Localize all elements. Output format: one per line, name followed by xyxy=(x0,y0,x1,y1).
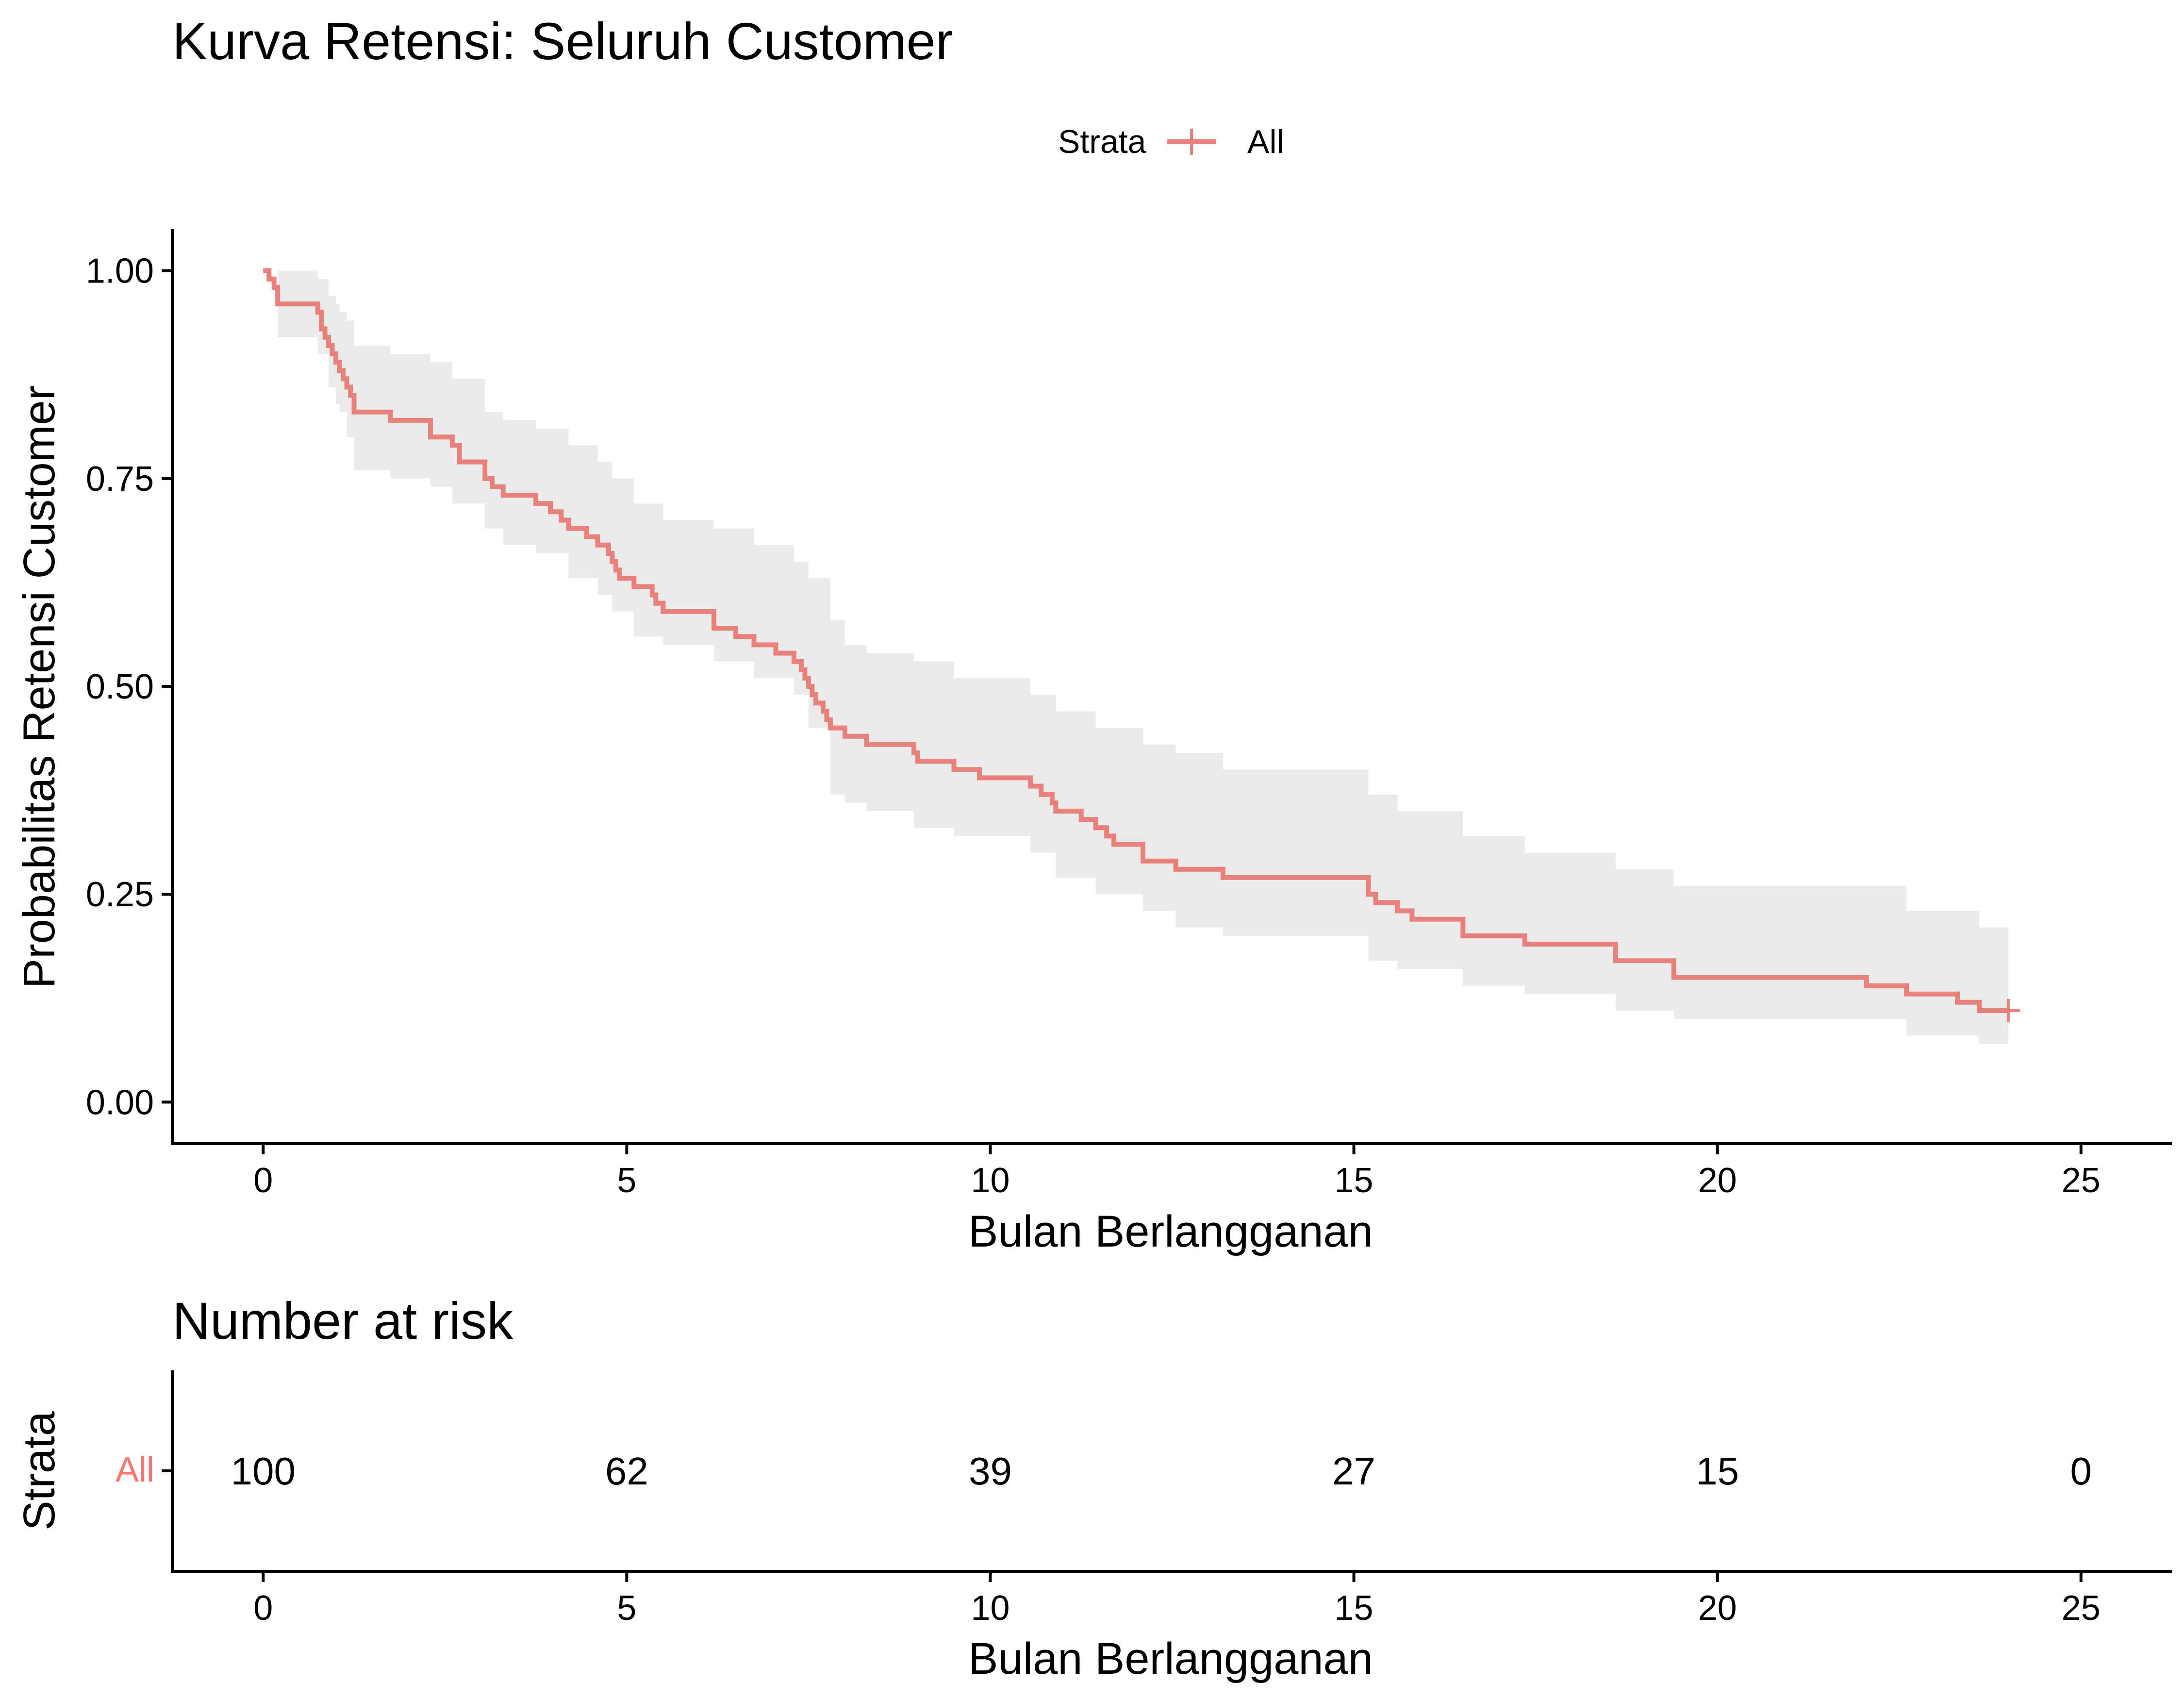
risk-value: 100 xyxy=(231,1449,296,1493)
y-axis-title: Probabilitas Retensi Customer xyxy=(15,385,64,989)
x-axis-title: Bulan Berlangganan xyxy=(968,1207,1373,1256)
risk-value: 39 xyxy=(969,1449,1012,1493)
x-tick-label: 15 xyxy=(1334,1161,1373,1200)
x-tick-label: 25 xyxy=(2062,1161,2101,1200)
risk-x-tick-label: 5 xyxy=(617,1589,636,1628)
survival-curve-all xyxy=(263,268,2008,1013)
risk-row-label-all: All xyxy=(116,1450,154,1489)
y-tick-label: 0.50 xyxy=(86,667,154,706)
legend: Strata All xyxy=(1058,123,1284,160)
legend-title: Strata xyxy=(1058,123,1146,160)
confidence-band xyxy=(263,270,2008,1044)
risk-x-tick-label: 20 xyxy=(1698,1589,1737,1628)
x-tick-label: 10 xyxy=(971,1161,1009,1200)
survival-plot-panel: 0.00 0.25 0.50 0.75 1.00 0 5 10 15 20 25 Bulan Be… xyxy=(15,229,2172,1256)
x-tick-label: 5 xyxy=(617,1161,636,1200)
risk-value: 15 xyxy=(1696,1449,1739,1493)
chart-title: Kurva Retensi: Seluruh Customer xyxy=(172,12,953,70)
risk-x-axis-title: Bulan Berlangganan xyxy=(968,1634,1373,1683)
risk-table-panel: Number at risk All 100 62 39 27 15 0 0 5 10 15 20… xyxy=(15,1291,2172,1683)
risk-table-title: Number at risk xyxy=(172,1291,513,1350)
y-tick-label: 0.25 xyxy=(86,875,154,914)
y-tick-label: 0.00 xyxy=(86,1083,154,1122)
risk-x-tick-label: 10 xyxy=(971,1589,1009,1628)
risk-value: 0 xyxy=(2070,1449,2092,1493)
risk-y-axis-title: Strata xyxy=(15,1411,64,1530)
x-tick-label: 20 xyxy=(1698,1161,1737,1200)
risk-x-tick-label: 15 xyxy=(1334,1589,1373,1628)
risk-x-tick-label: 0 xyxy=(253,1589,273,1628)
y-tick-label: 1.00 xyxy=(86,252,154,291)
censor-mark xyxy=(1996,999,2020,1022)
risk-value: 27 xyxy=(1332,1449,1375,1493)
risk-x-tick-label: 25 xyxy=(2062,1589,2101,1628)
risk-value: 62 xyxy=(605,1449,648,1493)
y-tick-label: 0.75 xyxy=(86,460,154,499)
legend-entry-all: All xyxy=(1247,123,1284,160)
x-tick-label: 0 xyxy=(253,1161,273,1200)
